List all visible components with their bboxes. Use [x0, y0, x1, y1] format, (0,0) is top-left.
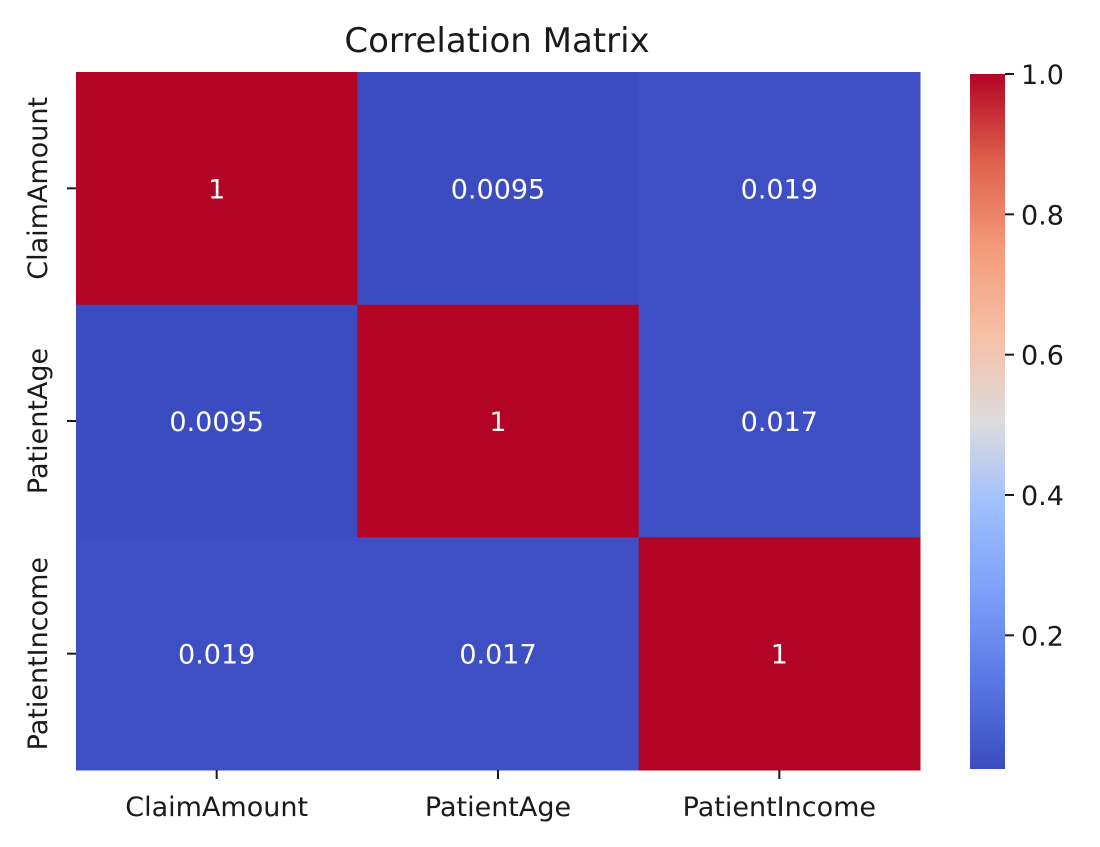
y-tick-label: PatientIncome — [23, 557, 54, 750]
x-tick-label: PatientAge — [425, 792, 571, 823]
y-axis: ClaimAmount PatientAge PatientIncome — [23, 97, 76, 750]
cell-annotation: 0.017 — [459, 640, 536, 671]
y-tick-label: PatientAge — [23, 348, 54, 494]
y-tick-label: ClaimAmount — [23, 97, 54, 280]
colorbar-axis: 0.2 0.4 0.6 0.8 1.0 — [1005, 60, 1064, 652]
cell-annotation: 0.019 — [178, 640, 255, 671]
x-tick-label: ClaimAmount — [125, 792, 308, 823]
x-tick-label: PatientIncome — [683, 792, 876, 823]
heatmap-cells — [76, 72, 921, 771]
cell-annotation: 1 — [771, 640, 788, 671]
colorbar-tick-label: 0.2 — [1021, 621, 1064, 652]
cell-annotation: 0.019 — [741, 174, 818, 205]
colorbar-tick-label: 0.4 — [1021, 481, 1064, 512]
heatmap-cell — [357, 72, 640, 306]
colorbar-tick-label: 0.6 — [1021, 341, 1064, 372]
cell-annotation: 1 — [208, 174, 225, 205]
x-axis: ClaimAmount PatientAge PatientIncome — [125, 770, 876, 823]
colorbar — [970, 74, 1005, 769]
heatmap-annotations: 1 0.0095 0.019 0.0095 1 0.017 0.019 0.017 1 — [169, 174, 818, 670]
cell-annotation: 0.017 — [741, 407, 818, 438]
chart-title: Correlation Matrix — [344, 21, 649, 61]
cell-annotation: 0.0095 — [169, 407, 263, 438]
colorbar-tick-label: 0.8 — [1021, 200, 1064, 231]
cell-annotation: 1 — [489, 407, 506, 438]
heatmap-cell — [76, 72, 358, 306]
heatmap-cell — [357, 537, 640, 771]
heatmap-cell — [357, 304, 640, 538]
cell-annotation: 0.0095 — [451, 174, 545, 205]
heatmap-cell — [638, 304, 921, 538]
heatmap-cell — [76, 537, 358, 771]
heatmap-cell — [638, 537, 921, 771]
heatmap-cell — [76, 304, 358, 538]
colorbar-tick-label: 1.0 — [1021, 60, 1064, 91]
heatmap-cell — [638, 72, 921, 306]
